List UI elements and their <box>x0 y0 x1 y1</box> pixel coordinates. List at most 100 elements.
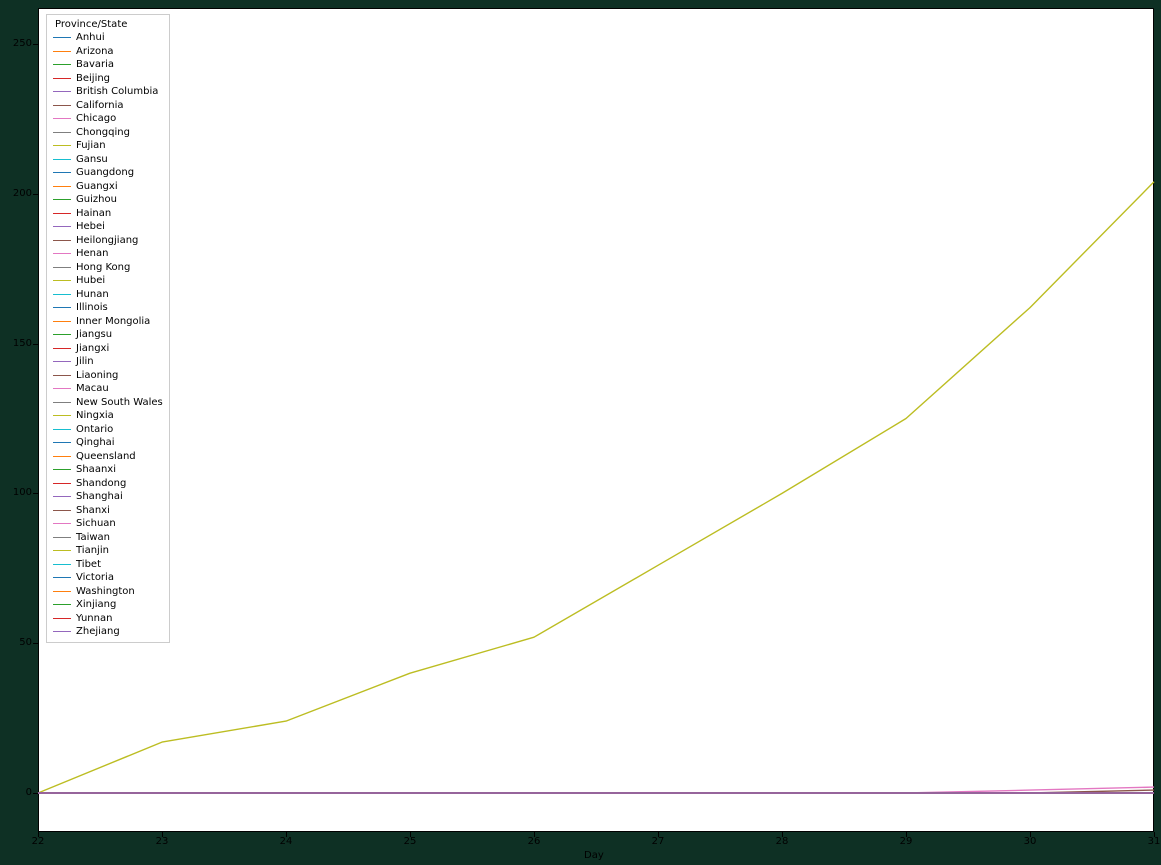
legend-item: Hubei <box>53 274 163 288</box>
legend-label: Sichuan <box>76 518 116 529</box>
legend-swatch <box>53 199 71 200</box>
legend-item: Sichuan <box>53 517 163 531</box>
legend-item: Fujian <box>53 139 163 153</box>
legend-label: California <box>76 100 124 111</box>
legend-label: Tibet <box>76 559 101 570</box>
legend-item: Shandong <box>53 477 163 491</box>
y-tick-label: 100 <box>2 487 32 498</box>
legend-item: Ontario <box>53 423 163 437</box>
legend-swatch <box>53 186 71 187</box>
x-tick-label: 28 <box>776 836 789 847</box>
legend-item: Chicago <box>53 112 163 126</box>
legend-swatch <box>53 64 71 65</box>
legend-swatch <box>53 145 71 146</box>
legend-label: Hunan <box>76 289 109 300</box>
legend-swatch <box>53 105 71 106</box>
legend-swatch <box>53 564 71 565</box>
legend-item: Hebei <box>53 220 163 234</box>
x-tick-mark <box>534 832 535 837</box>
y-tick-mark <box>33 793 38 794</box>
legend-label: Arizona <box>76 46 114 57</box>
legend-label: Xinjiang <box>76 599 116 610</box>
legend-swatch <box>53 240 71 241</box>
legend-swatch <box>53 348 71 349</box>
legend-item: New South Wales <box>53 396 163 410</box>
legend-label: Ningxia <box>76 410 114 421</box>
legend-item: Tianjin <box>53 544 163 558</box>
legend-item: Xinjiang <box>53 598 163 612</box>
legend-label: Shanghai <box>76 491 123 502</box>
legend-label: Liaoning <box>76 370 118 381</box>
legend-swatch <box>53 537 71 538</box>
y-tick-mark <box>33 493 38 494</box>
y-tick-mark <box>33 344 38 345</box>
legend-item: Ningxia <box>53 409 163 423</box>
x-tick-mark <box>1154 832 1155 837</box>
legend-label: Guangdong <box>76 167 134 178</box>
legend-item: Hunan <box>53 288 163 302</box>
legend-item: Shanxi <box>53 504 163 518</box>
legend-swatch <box>53 415 71 416</box>
legend-item: Inner Mongolia <box>53 315 163 329</box>
legend-label: Shandong <box>76 478 126 489</box>
legend-label: Illinois <box>76 302 108 313</box>
x-tick-mark <box>782 832 783 837</box>
legend-label: Guizhou <box>76 194 117 205</box>
x-tick-mark <box>410 832 411 837</box>
legend-item: Jiangxi <box>53 342 163 356</box>
x-tick-label: 31 <box>1148 836 1161 847</box>
y-tick-label: 200 <box>2 188 32 199</box>
x-tick-mark <box>1030 832 1031 837</box>
legend-swatch <box>53 91 71 92</box>
x-axis-label: Day <box>584 850 604 861</box>
legend-swatch <box>53 78 71 79</box>
legend-title: Province/State <box>53 19 163 31</box>
legend-item: Gansu <box>53 153 163 167</box>
legend-item: Hong Kong <box>53 261 163 275</box>
x-tick-mark <box>658 832 659 837</box>
series-line <box>38 182 1154 793</box>
legend-swatch <box>53 37 71 38</box>
legend-label: Chongqing <box>76 127 130 138</box>
legend-swatch <box>53 577 71 578</box>
legend-item: Washington <box>53 585 163 599</box>
legend-swatch <box>53 280 71 281</box>
legend-item: California <box>53 99 163 113</box>
y-tick-label: 50 <box>2 637 32 648</box>
legend-swatch <box>53 226 71 227</box>
legend-item: Victoria <box>53 571 163 585</box>
legend-item: Anhui <box>53 31 163 45</box>
legend-swatch <box>53 510 71 511</box>
x-tick-label: 26 <box>528 836 541 847</box>
legend-item: Chongqing <box>53 126 163 140</box>
legend-item: Jilin <box>53 355 163 369</box>
legend-label: Zhejiang <box>76 626 120 637</box>
legend-swatch <box>53 442 71 443</box>
x-tick-label: 22 <box>32 836 45 847</box>
legend-label: Washington <box>76 586 135 597</box>
x-tick-mark <box>286 832 287 837</box>
legend-swatch <box>53 172 71 173</box>
y-tick-mark <box>33 643 38 644</box>
series-line <box>38 787 1154 793</box>
legend-swatch <box>53 253 71 254</box>
legend-item: Yunnan <box>53 612 163 626</box>
legend-swatch <box>53 213 71 214</box>
legend-label: Taiwan <box>76 532 110 543</box>
legend-swatch <box>53 469 71 470</box>
legend-label: Yunnan <box>76 613 112 624</box>
legend-item: Hainan <box>53 207 163 221</box>
legend-item: Arizona <box>53 45 163 59</box>
legend-swatch <box>53 388 71 389</box>
legend-item: Shanghai <box>53 490 163 504</box>
legend-label: Gansu <box>76 154 108 165</box>
legend-label: Anhui <box>76 32 105 43</box>
legend-swatch <box>53 496 71 497</box>
legend-label: Hebei <box>76 221 105 232</box>
legend-label: British Columbia <box>76 86 158 97</box>
legend-item: Qinghai <box>53 436 163 450</box>
legend-items: AnhuiArizonaBavariaBeijingBritish Columb… <box>53 31 163 639</box>
legend-swatch <box>53 132 71 133</box>
x-tick-label: 24 <box>280 836 293 847</box>
legend-label: Guangxi <box>76 181 118 192</box>
